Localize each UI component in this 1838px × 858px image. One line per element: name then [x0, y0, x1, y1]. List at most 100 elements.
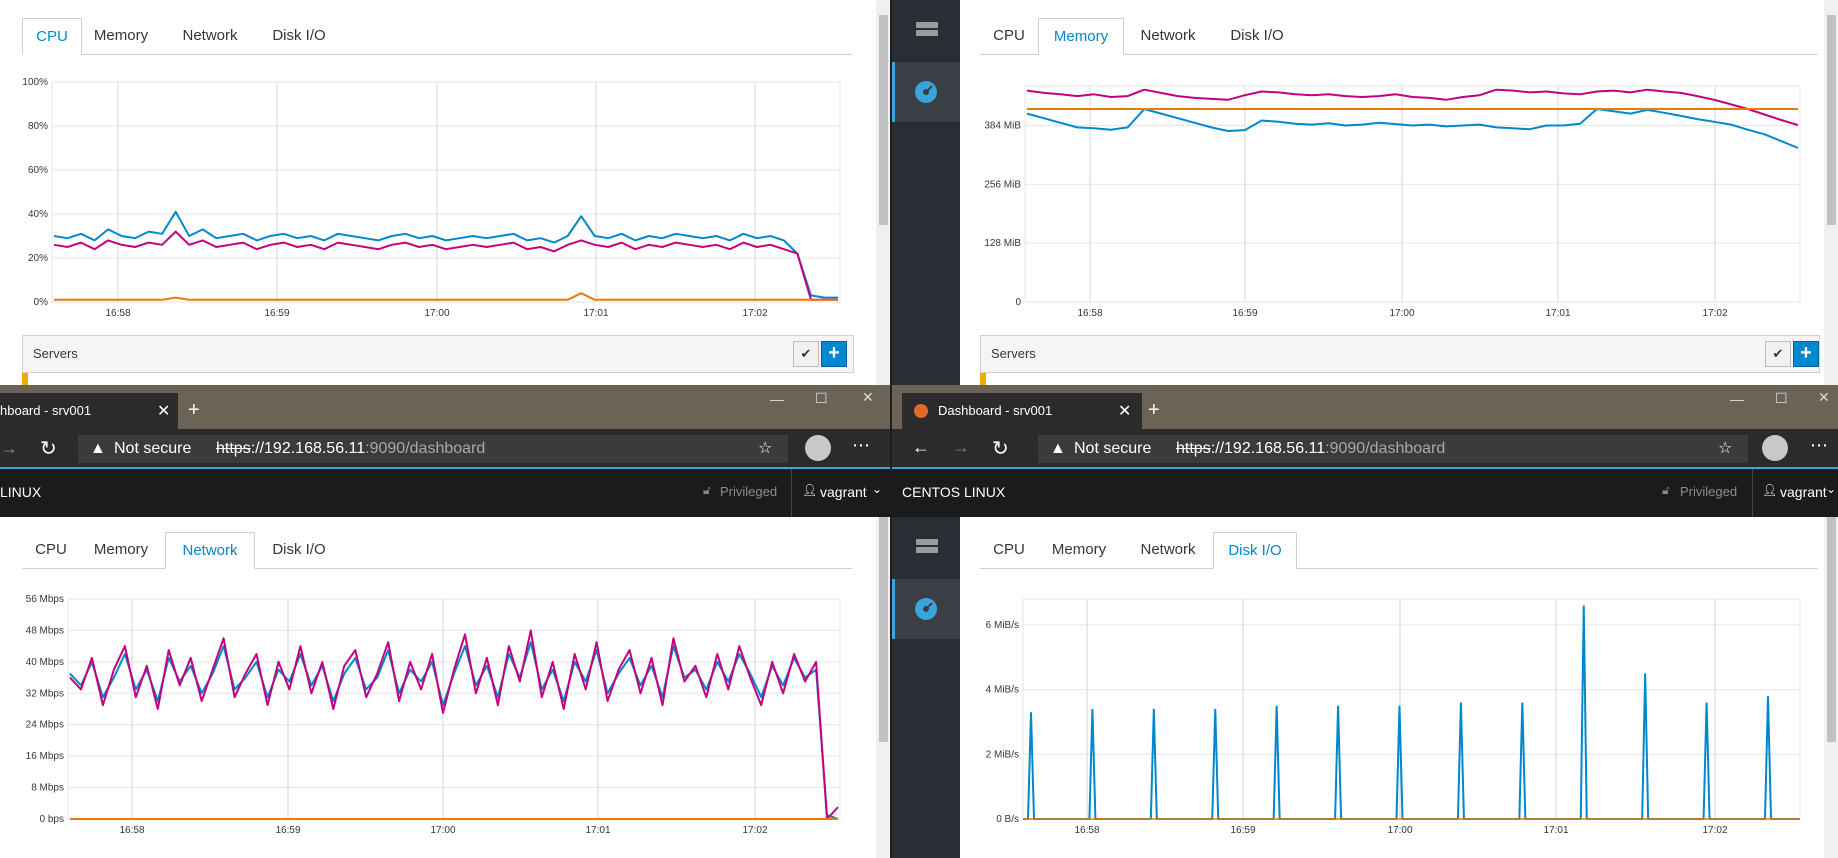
maximize-icon[interactable]: ☐ [815, 390, 828, 406]
new-tab-icon[interactable]: + [188, 399, 200, 421]
y-tick-label: 100% [22, 77, 48, 88]
user-menu[interactable]: vagrant [1780, 484, 1827, 500]
y-tick-label: 128 MiB [984, 238, 1021, 249]
x-tick-label: 17:02 [742, 308, 767, 319]
x-tick-label: 17:00 [424, 308, 449, 319]
url-field[interactable]: ▲ Not secure https://192.168.56.11:9090/… [1038, 435, 1748, 463]
url-text: https://192.168.56.11:9090/dashboard [216, 435, 485, 463]
checkmark-button[interactable]: ✔ [793, 341, 819, 367]
minimize-icon[interactable]: — [1730, 391, 1744, 407]
x-tick-label: 16:59 [1230, 825, 1255, 836]
tab-network[interactable]: Network [1140, 541, 1196, 558]
close-window-icon[interactable]: ✕ [862, 389, 874, 405]
plot-frame [67, 598, 841, 820]
scrollbar-thumb[interactable] [1827, 517, 1836, 742]
scrollbar[interactable] [1824, 517, 1838, 858]
tab-network[interactable]: Network [165, 532, 255, 569]
tab-network[interactable]: Network [1140, 27, 1196, 44]
close-tab-icon[interactable]: ✕ [157, 403, 171, 420]
series-line-0 [1026, 108, 1799, 149]
server-icon [916, 539, 938, 553]
sidebar-item-servers[interactable] [892, 0, 960, 60]
favorite-star-icon[interactable]: ☆ [758, 440, 773, 457]
tab-memory[interactable]: Memory [93, 27, 149, 44]
tab-disk-io[interactable]: Disk I/O [272, 541, 326, 558]
y-tick-label: 40 Mbps [26, 657, 64, 668]
y-tick-label: 0 bps [40, 814, 64, 825]
tab-disk-io[interactable]: Disk I/O [1230, 27, 1284, 44]
tab-bar: CPU Memory Network Disk I/O [980, 18, 1818, 55]
chart-svg: 0 bps 8 Mbps 16 Mbps 24 Mbps 32 Mbps 40 Mbps 4… [26, 594, 841, 836]
tab-cpu[interactable]: CPU [993, 27, 1025, 44]
browser-tab-strip-right: Dashboard - srv001 ✕ + — ☐ ✕ [892, 385, 1838, 429]
profile-avatar-icon[interactable] [1762, 435, 1788, 461]
servers-panel: Servers ✔ + [980, 335, 1820, 373]
browser-tab[interactable]: hboard - srv001 ✕ [0, 393, 178, 429]
more-icon[interactable]: ⋯ [852, 435, 870, 455]
sidebar-bottom-right [892, 517, 963, 858]
scrollbar-thumb[interactable] [1827, 15, 1836, 225]
tab-cpu[interactable]: CPU [35, 541, 67, 558]
x-tick-label: 17:01 [1543, 825, 1568, 836]
servers-title: Servers [33, 346, 78, 361]
url-scheme: https [1176, 440, 1211, 457]
privileged-label[interactable]: Privileged [1680, 484, 1738, 499]
more-icon[interactable]: ⋯ [1810, 435, 1828, 455]
plot-frame [1024, 85, 1801, 303]
scrollbar-thumb[interactable] [879, 15, 888, 225]
close-window-icon[interactable]: ✕ [1818, 389, 1830, 405]
y-tick-label: 8 Mbps [31, 783, 64, 794]
series-line-0 [53, 210, 838, 299]
refresh-icon[interactable]: ↻ [992, 438, 1009, 460]
user-menu[interactable]: vagrant [820, 484, 867, 500]
sidebar-item-dashboard[interactable] [892, 62, 963, 122]
browser-tab[interactable]: Dashboard - srv001 ✕ [902, 393, 1142, 429]
tab-cpu[interactable]: CPU [22, 18, 82, 55]
scrollbar-thumb[interactable] [879, 517, 888, 742]
tab-memory[interactable]: Memory [1038, 18, 1124, 55]
x-tick-label: 17:01 [1545, 308, 1570, 319]
y-tick-label: 32 Mbps [26, 688, 64, 699]
tab-bar: CPU Memory Network Disk I/O [980, 532, 1818, 569]
sidebar-item-servers[interactable] [892, 517, 960, 577]
scrollbar[interactable] [876, 0, 890, 385]
refresh-icon[interactable]: ↻ [40, 438, 57, 460]
minimize-icon[interactable]: — [770, 391, 784, 407]
url-field[interactable]: ▲ Not secure https://192.168.56.11:9090/… [78, 435, 788, 463]
masthead-right: CENTOS LINUX 🔓︎ Privileged 👤︎ vagrant ⌄ [892, 467, 1838, 517]
privileged-label[interactable]: Privileged [720, 484, 778, 499]
back-icon[interactable]: ← [912, 437, 930, 457]
close-tab-icon[interactable]: ✕ [1118, 403, 1132, 420]
sidebar-top-right [892, 0, 963, 385]
tab-memory[interactable]: Memory [1051, 541, 1107, 558]
add-server-button[interactable]: + [1793, 341, 1819, 367]
panel-bottom-right: CPU Memory Network Disk I/O 0 B/s 2 MiB/s… [960, 517, 1838, 858]
x-tick-label: 17:01 [583, 308, 608, 319]
scrollbar[interactable] [876, 517, 890, 858]
chart-svg: 0% 20% 40% 60% 80% 100% 16:58 16:59 17:00 17:01 17… [22, 77, 841, 319]
favorite-star-icon[interactable]: ☆ [1718, 440, 1733, 457]
tab-disk-io[interactable]: Disk I/O [272, 27, 326, 44]
forward-icon[interactable]: → [0, 438, 18, 458]
tab-cpu[interactable]: CPU [993, 541, 1025, 558]
tab-network[interactable]: Network [182, 27, 238, 44]
x-tick-label: 16:58 [119, 825, 144, 836]
forward-icon[interactable]: → [952, 437, 970, 457]
x-tick-label: 17:02 [1702, 308, 1727, 319]
profile-avatar-icon[interactable] [805, 435, 831, 461]
checkmark-button[interactable]: ✔ [1765, 341, 1791, 367]
new-tab-icon[interactable]: + [1148, 399, 1160, 421]
add-server-button[interactable]: + [821, 341, 847, 367]
x-tick-label: 16:58 [1077, 308, 1102, 319]
plot-frame [1022, 598, 1801, 820]
tab-memory[interactable]: Memory [93, 541, 149, 558]
chevron-down-icon[interactable]: ⌄ [1826, 482, 1837, 496]
not-secure-label: Not secure [1074, 440, 1152, 457]
tab-disk-io[interactable]: Disk I/O [1213, 532, 1297, 569]
maximize-icon[interactable]: ☐ [1775, 390, 1788, 406]
warning-icon: ▲ [90, 440, 106, 457]
sidebar-item-dashboard[interactable] [892, 579, 963, 639]
url-path: :9090/dashboard [365, 440, 486, 457]
chevron-down-icon[interactable]: ⌄ [872, 482, 883, 496]
scrollbar[interactable] [1824, 0, 1838, 385]
